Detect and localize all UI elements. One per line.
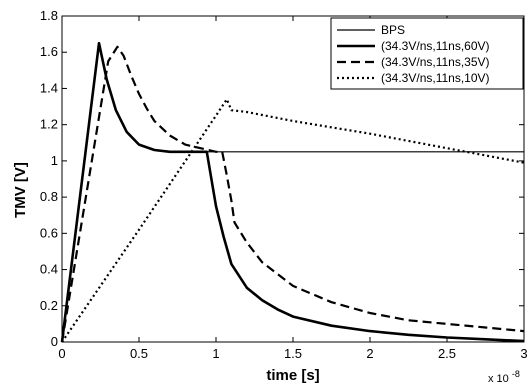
x-tick-label: 0 xyxy=(58,346,65,361)
y-tick-label: 0.4 xyxy=(40,262,58,277)
legend-label: (34.3V/ns,11ns,35V) xyxy=(381,55,490,69)
x-tick-label: 2 xyxy=(366,346,373,361)
y-tick-label: 1.6 xyxy=(40,44,58,59)
x-tick-label: 0.5 xyxy=(130,346,148,361)
series-line-3 xyxy=(60,45,525,343)
x-tick-label: 1.5 xyxy=(284,346,302,361)
y-tick-label: 0.6 xyxy=(40,225,58,240)
y-tick-label: 1.2 xyxy=(40,117,58,132)
x-tick-label: 2.5 xyxy=(438,346,456,361)
y-tick-label: 0.8 xyxy=(40,189,58,204)
legend: BPS (34.3V/ns,11ns,60V) (34.3V/ns,11ns,35V… xyxy=(330,17,524,90)
x-tick-label: 1 xyxy=(212,346,219,361)
x-tick-label: 3 xyxy=(520,346,527,361)
legend-label: (34.3V/ns,11ns,60V) xyxy=(381,39,490,53)
y-tick-label: 1.8 xyxy=(40,8,58,23)
x-exponent-label: x 10 -8 xyxy=(488,369,520,385)
y-tick-label: 1 xyxy=(51,153,58,168)
x-exponent-base: x 10 xyxy=(488,373,509,385)
y-axis-title: TMV [V] xyxy=(12,162,29,218)
legend-label: (34.3V/ns,11ns,10V) xyxy=(381,71,490,85)
series-line-2 xyxy=(60,41,525,343)
series-group xyxy=(60,41,525,343)
x-exponent-power: -8 xyxy=(512,369,520,379)
y-tick-label: 0 xyxy=(51,334,58,349)
x-axis-title: time [s] xyxy=(266,367,319,384)
y-tick-label: 0.2 xyxy=(40,298,58,313)
legend-label: BPS xyxy=(381,23,405,37)
y-tick-label: 1.4 xyxy=(40,80,58,95)
